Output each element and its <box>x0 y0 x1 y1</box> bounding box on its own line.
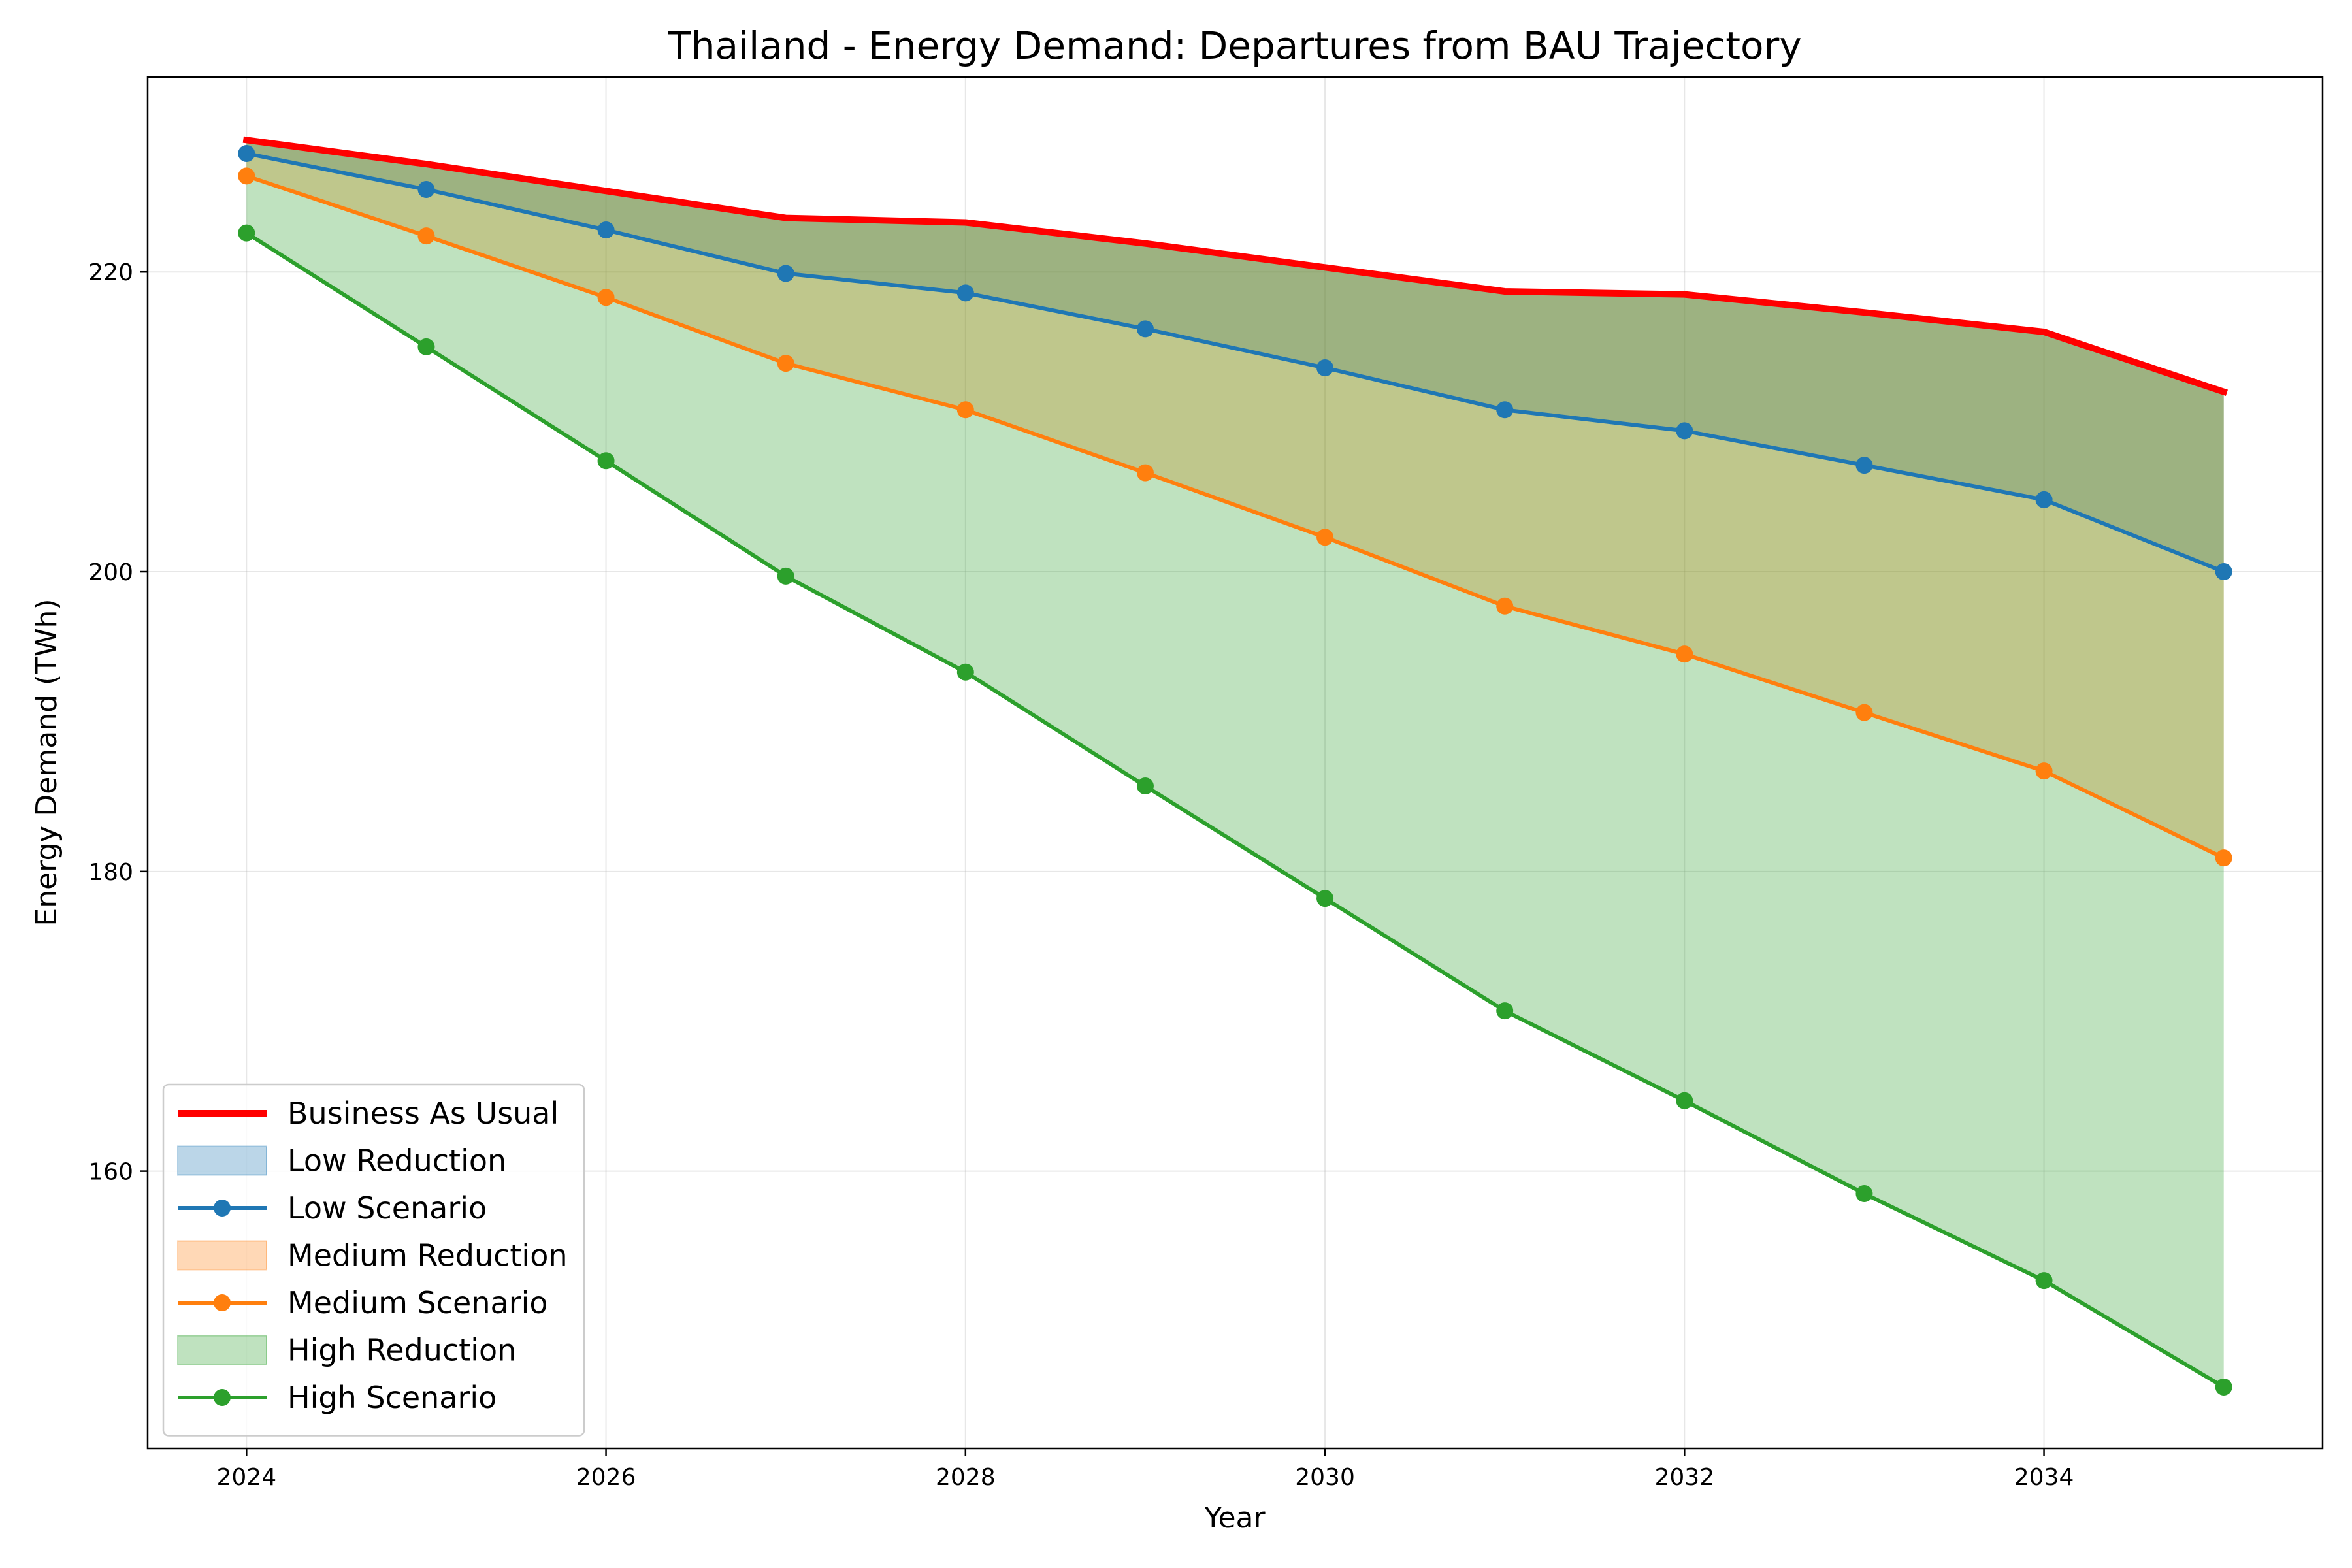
data-point-low <box>417 181 435 199</box>
series-line-high <box>244 230 2227 1390</box>
reduction-areas <box>246 140 2224 1387</box>
legend-marker <box>214 1389 231 1406</box>
legend: Business As Usual Low Reduction Low Scenar… <box>162 1083 585 1437</box>
data-point-low <box>1316 359 1334 377</box>
data-point-high <box>597 452 615 470</box>
data-point-high <box>2035 1272 2053 1290</box>
data-point-high <box>1136 777 1154 795</box>
x-tick-label: 2030 <box>1295 1464 1355 1491</box>
data-point-low <box>1855 457 1873 474</box>
data-point-high <box>238 224 255 242</box>
data-point-high <box>956 663 974 681</box>
x-tick-label: 2024 <box>217 1464 277 1491</box>
plot-frame <box>146 76 2324 1450</box>
data-point-medium <box>1496 597 1514 615</box>
legend-label: Medium Reduction <box>287 1238 568 1273</box>
scenario-lines <box>238 136 2232 1396</box>
series-line-medium <box>244 173 2227 861</box>
data-point-low <box>956 284 974 302</box>
legend-label: Low Reduction <box>287 1143 506 1179</box>
data-point-low <box>597 221 615 238</box>
data-point-low <box>777 265 794 282</box>
legend-label: Business As Usual <box>287 1096 559 1131</box>
data-point-low <box>1496 401 1514 419</box>
series-line-bau <box>242 136 2229 397</box>
legend-patch-swatch <box>177 1240 267 1271</box>
data-point-high <box>1855 1185 1873 1203</box>
legend-label: Low Scenario <box>287 1190 487 1226</box>
x-axis-title: Year <box>1203 1501 1266 1535</box>
x-axis-ticks: 2024 2026 2028 2030 2032 2034 <box>217 1448 2074 1491</box>
data-point-high <box>777 567 794 585</box>
data-point-medium <box>1136 464 1154 482</box>
data-point-medium <box>1855 704 1873 721</box>
data-point-medium <box>777 355 794 372</box>
data-point-medium <box>597 289 615 306</box>
data-point-high <box>2215 1378 2232 1396</box>
legend-marker <box>214 1200 231 1217</box>
series-line-low <box>244 151 2227 574</box>
data-point-low <box>2215 563 2232 581</box>
y-tick-label: 160 <box>88 1159 133 1186</box>
data-point-medium <box>1316 529 1334 546</box>
x-tick-label: 2028 <box>936 1464 996 1491</box>
data-point-low <box>1676 422 1693 440</box>
x-tick-label: 2026 <box>576 1464 636 1491</box>
reduction-area-medium <box>246 140 2224 858</box>
y-axis-title: Energy Demand (TWh) <box>30 598 63 926</box>
data-point-low <box>2035 491 2053 508</box>
data-point-low <box>1136 320 1154 338</box>
legend-label: High Reduction <box>287 1333 516 1368</box>
data-point-high <box>1316 890 1334 907</box>
data-point-high <box>417 338 435 355</box>
legend-patch-swatch <box>177 1335 267 1365</box>
y-axis-ticks: 160 180 200 220 <box>88 259 148 1186</box>
y-tick-label: 200 <box>88 559 133 586</box>
legend-label: High Scenario <box>287 1380 497 1415</box>
reduction-area-low <box>246 140 2224 572</box>
data-point-high <box>1676 1092 1693 1109</box>
data-point-high <box>1496 1002 1514 1020</box>
y-tick-label: 180 <box>88 859 133 886</box>
data-point-medium <box>956 401 974 419</box>
x-tick-label: 2032 <box>1654 1464 1714 1491</box>
legend-box <box>162 1083 585 1437</box>
data-point-low <box>238 144 255 162</box>
data-point-medium <box>238 167 255 185</box>
data-point-medium <box>417 227 435 245</box>
data-point-medium <box>2215 849 2232 867</box>
reduction-area-high <box>246 140 2224 1387</box>
data-point-medium <box>1676 645 1693 663</box>
chart-title: Thailand - Energy Demand: Departures fro… <box>667 24 1801 68</box>
legend-marker <box>214 1294 231 1311</box>
legend-patch-swatch <box>177 1145 267 1176</box>
data-point-medium <box>2035 762 2053 780</box>
y-tick-label: 220 <box>88 259 133 286</box>
legend-label: Medium Scenario <box>287 1285 548 1320</box>
x-tick-label: 2034 <box>2014 1464 2074 1491</box>
